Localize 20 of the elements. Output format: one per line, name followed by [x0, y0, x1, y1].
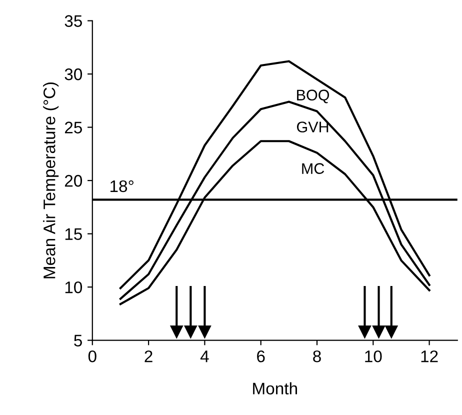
- y-axis-title: Mean Air Temperature (°C): [43, 82, 59, 278]
- x-tick-label: 6: [257, 350, 265, 362]
- x-tick-label: 8: [313, 350, 321, 362]
- series-label: BOQ: [297, 90, 330, 104]
- y-tick-label: 10: [65, 281, 82, 294]
- x-tick-label: 2: [144, 350, 152, 362]
- x-axis-title: Month: [253, 382, 297, 394]
- series-label: GVH: [297, 122, 328, 132]
- y-tick-label: 20: [64, 174, 82, 187]
- y-tick-label: 35: [64, 15, 82, 27]
- y-tick-label: 15: [65, 228, 82, 240]
- x-tick-label: 0: [88, 350, 96, 362]
- x-tick-label: 12: [421, 350, 438, 362]
- y-tick-label: 5: [74, 334, 82, 347]
- x-tick-label: 4: [200, 350, 209, 362]
- series-label: MC: [302, 163, 324, 174]
- x-tick-label: 10: [365, 350, 382, 362]
- y-tick-label: 30: [64, 68, 82, 80]
- y-tick-label: 25: [64, 122, 82, 134]
- ref-line-label: 18°: [110, 180, 134, 192]
